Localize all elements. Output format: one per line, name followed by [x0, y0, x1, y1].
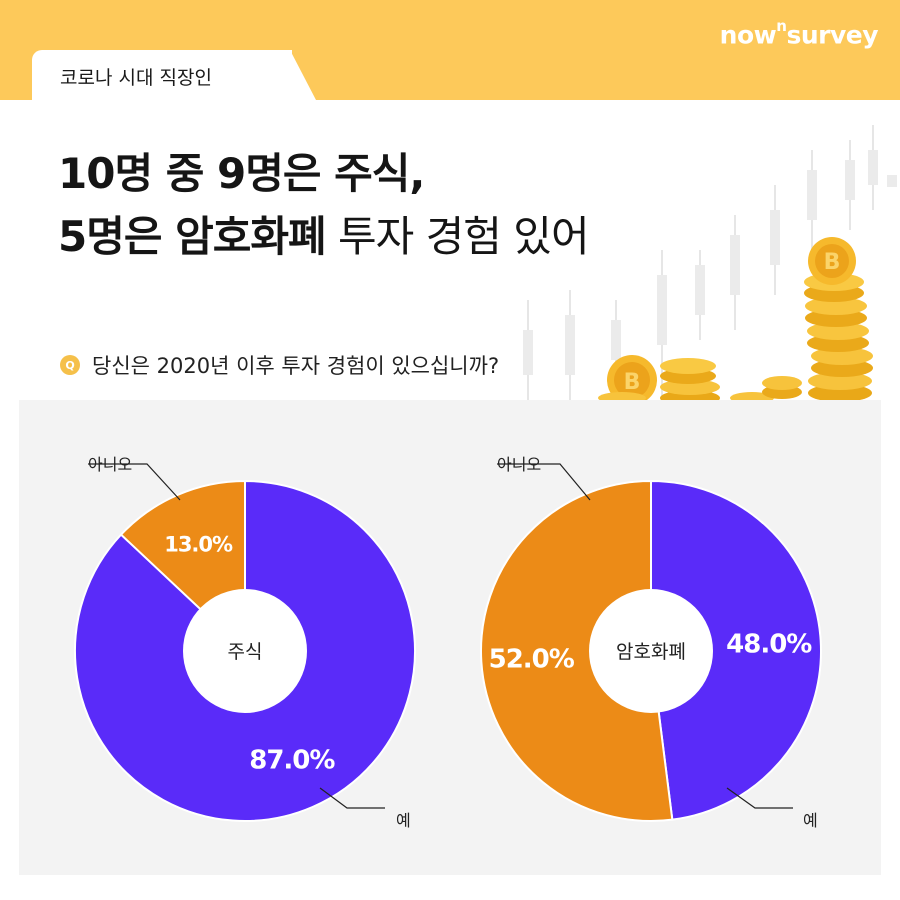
leader-line: [497, 463, 591, 501]
brand-logo: nownsurvey: [719, 17, 879, 50]
question-row: Q 당신은 2020년 이후 투자 경험이 있으십니까?: [60, 350, 499, 380]
coin-pile-icon: B: [598, 355, 802, 406]
center-label: 주식: [228, 641, 263, 663]
data-label: 87.0%: [249, 745, 335, 775]
data-label: 13.0%: [164, 533, 233, 557]
donut-hole: [183, 589, 307, 713]
slice-no: [479, 479, 674, 822]
question-text: 당신은 2020년 이후 투자 경험이 있으십니까?: [92, 354, 500, 378]
question-badge-icon: Q: [60, 355, 80, 375]
svg-text:B: B: [824, 250, 841, 275]
data-label: 48.0%: [726, 630, 812, 660]
donut-hole: [589, 589, 713, 713]
slice-yes: [74, 479, 416, 822]
category-tab-tail: [290, 50, 316, 100]
leader-line: [319, 787, 385, 809]
svg-text:B: B: [624, 370, 641, 395]
category-label: 예: [803, 811, 818, 830]
category-label: 예: [396, 811, 411, 830]
coin-stack-icon: B: [804, 237, 873, 402]
data-label: 52.0%: [489, 645, 575, 675]
category-label: 아니오: [88, 455, 132, 474]
leader-line: [88, 463, 181, 501]
leader-line: [726, 787, 793, 809]
category-label: 아니오: [497, 455, 541, 474]
headline-line-2: 5명은 암호화폐 투자 경험 있어: [58, 212, 590, 261]
headline-line-1: 10명 중 9명은 주식,: [58, 149, 425, 198]
center-label: 암호화폐: [616, 641, 686, 663]
category-tab-label: 코로나 시대 직장인: [60, 67, 212, 89]
category-tab: [32, 50, 292, 100]
